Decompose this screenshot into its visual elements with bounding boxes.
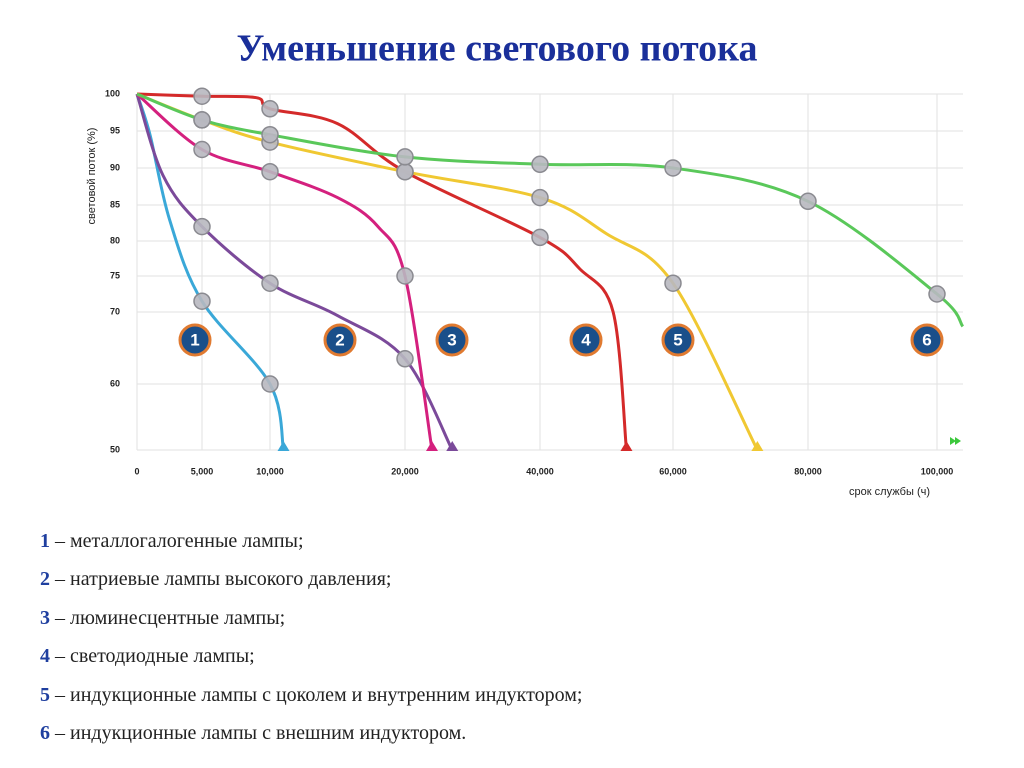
badge-ring (323, 323, 357, 357)
series-badge: 5 (661, 323, 695, 357)
legend-text: – индукционные лампы с внешним индукторо… (55, 722, 467, 744)
end-marker (620, 441, 633, 451)
point-marker (664, 274, 682, 292)
badge-ring (569, 323, 603, 357)
y-axis-label: световой поток (%) (86, 128, 98, 225)
x-tick-label: 5,000 (191, 466, 214, 476)
point-marker (531, 228, 549, 247)
series-badge: 1 (178, 323, 212, 357)
x-tick-label: 100,000 (921, 466, 954, 476)
y-tick-label: 95 (110, 125, 120, 135)
point-marker (531, 188, 549, 207)
legend-item: 3 – люминесцентные лампы; (40, 607, 285, 630)
point-marker (193, 87, 211, 105)
legend-number: 6 (40, 722, 50, 744)
badge-label: 4 (581, 330, 591, 349)
legend-item: 2 – натриевые лампы высокого давления; (40, 568, 391, 591)
point-marker (928, 285, 946, 303)
point-marker (396, 162, 414, 181)
badge-ring (435, 323, 469, 357)
badge-ring (178, 323, 212, 357)
badge-label: 3 (447, 330, 456, 349)
badge-label: 2 (335, 330, 344, 349)
badge-label: 1 (190, 330, 199, 349)
legend-item: 4 – светодиодные лампы; (40, 645, 255, 668)
x-tick-label: 20,000 (391, 466, 419, 476)
badge-ring (910, 323, 944, 357)
x-tick-label: 60,000 (659, 466, 687, 476)
legend-number: 3 (40, 606, 50, 629)
point-marker (261, 125, 279, 144)
line (136, 92, 628, 451)
end-marker (277, 441, 290, 451)
series-badge: 3 (435, 323, 469, 357)
series-badge: 6 (910, 323, 944, 357)
line (136, 92, 434, 451)
end-marker (446, 441, 459, 451)
x-tick-label: 40,000 (526, 466, 554, 476)
point-marker (193, 111, 211, 129)
point-marker (531, 155, 549, 174)
line (136, 92, 965, 328)
end-marker (751, 441, 764, 451)
badge-label: 6 (922, 330, 931, 349)
point-marker (396, 350, 414, 368)
point-marker (664, 159, 682, 177)
point-marker (261, 274, 279, 292)
y-tick-label: 50 (110, 444, 120, 454)
series-badge: 4 (569, 323, 603, 357)
legend-text: – индукционные лампы с цоколем и внутрен… (55, 683, 583, 706)
point-marker (193, 292, 211, 310)
legend-number: 5 (40, 683, 50, 706)
point-marker (193, 140, 211, 159)
chart-title: Уменьшение светового потока (236, 28, 757, 70)
y-tick-label: 75 (110, 270, 120, 280)
badge-label: 5 (673, 330, 682, 349)
y-tick-label: 80 (110, 235, 120, 245)
x-tick-label: 10,000 (256, 466, 284, 476)
y-tick-label: 60 (110, 378, 120, 388)
line (136, 92, 759, 451)
legend-text: – натриевые лампы высокого давления; (55, 568, 392, 591)
y-tick-label: 70 (110, 306, 120, 316)
point-marker (799, 192, 817, 211)
end-marker (426, 441, 438, 451)
arrow (950, 437, 956, 445)
badge-ring (661, 323, 695, 357)
point-marker (193, 217, 211, 236)
legend-text: – светодиодные лампы; (55, 645, 255, 668)
y-tick-label: 100 (105, 88, 120, 98)
legend-item: 5 – индукционные лампы с цоколем и внутр… (40, 684, 582, 707)
series-badge: 2 (323, 323, 357, 357)
x-tick-label: 80,000 (794, 466, 822, 476)
y-tick-label: 85 (110, 199, 120, 209)
legend-number: 4 (40, 645, 50, 668)
legend-text: – металлогалогенные лампы; (55, 530, 304, 552)
legend-item: 6 – индукционные лампы с внешним индукто… (40, 722, 466, 745)
legend-number: 1 (40, 530, 50, 552)
point-marker (261, 375, 279, 393)
x-axis-label: срок службы (ч) (849, 486, 930, 498)
arrow (955, 437, 961, 445)
point-marker (396, 267, 414, 285)
point-marker (261, 162, 279, 181)
point-marker (396, 148, 414, 166)
y-tick-label: 90 (110, 162, 120, 172)
point-marker (261, 100, 279, 118)
legend-number: 2 (40, 568, 50, 591)
legend-text: – люминесцентные лампы; (55, 606, 286, 629)
legend-item: 1 – металлогалогенные лампы; (40, 530, 304, 553)
x-tick-label: 0 (134, 466, 139, 476)
